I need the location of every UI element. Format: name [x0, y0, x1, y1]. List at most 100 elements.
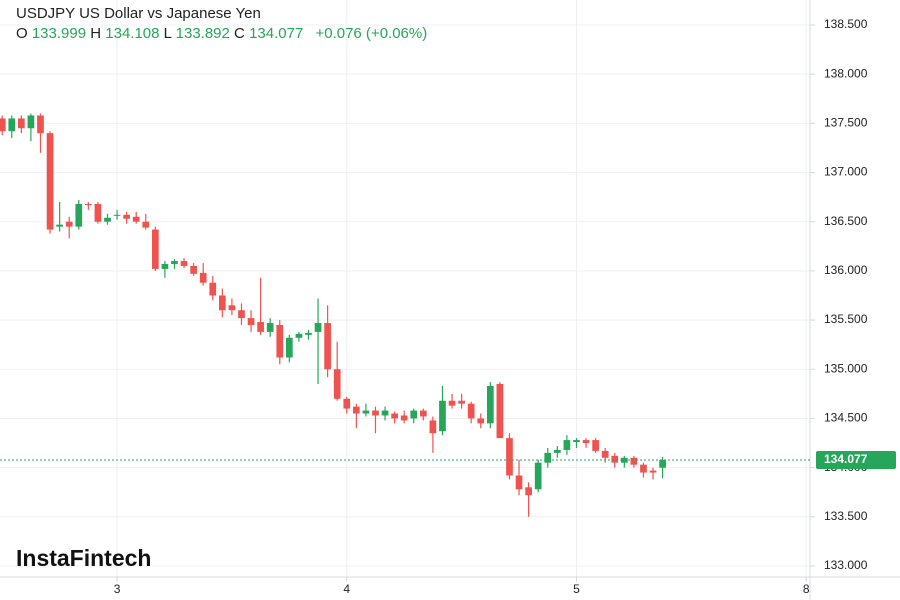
- candle-body: [199, 272, 207, 283]
- candle-body: [333, 369, 341, 399]
- candle-body: [151, 229, 159, 269]
- candle-body: [228, 305, 236, 311]
- candle-body: [573, 440, 580, 443]
- candle-body: [285, 337, 293, 358]
- candle-body: [314, 323, 322, 332]
- last-price-box: [816, 451, 896, 470]
- y-tick-label: 135.500: [824, 312, 868, 326]
- candle-body: [161, 264, 169, 269]
- candle-body: [486, 385, 494, 424]
- x-tick-label: 3: [114, 582, 121, 596]
- candle-body: [46, 133, 54, 230]
- candle-body: [391, 413, 398, 419]
- o-value: 133.999: [32, 25, 86, 42]
- candle-body: [113, 214, 121, 216]
- candle-body: [515, 475, 523, 490]
- candle-body: [84, 204, 92, 206]
- change: +0.076 (+0.06%): [315, 25, 427, 42]
- candle-body: [534, 462, 542, 490]
- h-value: 134.108: [105, 25, 159, 42]
- l-label: L: [164, 25, 172, 42]
- candle-body: [381, 410, 389, 416]
- watermark: InstaFintech: [16, 545, 151, 571]
- candle-body: [582, 440, 590, 444]
- y-tick-label: 136.500: [824, 214, 868, 228]
- candle-body: [266, 323, 274, 332]
- candle-body: [458, 400, 465, 404]
- candle-body: [305, 332, 312, 335]
- candle-body: [65, 221, 73, 227]
- candle-body: [17, 118, 25, 129]
- candle-body: [506, 438, 513, 476]
- candle-body: [439, 400, 446, 432]
- candle-body: [123, 214, 130, 219]
- candle-body: [8, 118, 16, 132]
- y-tick-label: 133.500: [824, 509, 868, 523]
- candle-body: [276, 324, 284, 358]
- candle-body: [659, 460, 666, 468]
- y-tick-label: 136.000: [824, 263, 868, 277]
- candle-body: [94, 204, 102, 222]
- grid: [0, 0, 810, 577]
- candle-body: [448, 400, 456, 406]
- candle-body: [525, 487, 532, 496]
- candle-body: [649, 470, 657, 473]
- x-tick-label: 5: [573, 582, 580, 596]
- candle-body: [238, 310, 245, 319]
- y-tick-label: 138.500: [824, 17, 868, 31]
- h-label: H: [90, 25, 101, 42]
- candle-body: [352, 406, 360, 414]
- y-tick-label: 138.000: [824, 66, 868, 80]
- last-price-label: 134.077: [824, 452, 868, 466]
- candle-body: [563, 440, 571, 450]
- y-tick-label: 135.000: [824, 361, 868, 375]
- candle-body: [343, 398, 351, 409]
- y-tick-label: 137.500: [824, 116, 868, 130]
- candle-body: [132, 216, 140, 222]
- candle-body: [640, 464, 647, 473]
- candle-body: [37, 115, 44, 134]
- y-tick-label: 133.000: [824, 558, 868, 572]
- candle-body: [180, 261, 188, 266]
- candle-body: [190, 265, 197, 274]
- candle-body: [209, 282, 217, 296]
- candle-body: [429, 420, 437, 434]
- c-value: 134.077: [249, 25, 303, 42]
- candle-body: [601, 450, 609, 458]
- candle-body: [611, 455, 619, 463]
- y-tick-label: 137.000: [824, 165, 868, 179]
- x-tick-label: 4: [343, 582, 350, 596]
- candle-body: [104, 217, 111, 222]
- candle-body: [171, 261, 178, 265]
- candle-body: [324, 323, 331, 370]
- candle-body: [630, 457, 638, 465]
- candle-body: [372, 410, 379, 416]
- candle-body: [544, 452, 552, 463]
- chart-title: USDJPY US Dollar vs Japanese Yen: [16, 5, 261, 22]
- candle-body: [247, 318, 255, 325]
- c-label: C: [234, 25, 245, 42]
- l-value: 133.892: [176, 25, 230, 42]
- o-label: O: [16, 25, 28, 42]
- candle-body: [27, 115, 35, 129]
- candle-body: [75, 204, 83, 227]
- y-tick-label: 134.500: [824, 411, 868, 425]
- candle-body: [467, 403, 475, 419]
- candle-body: [218, 295, 226, 311]
- candle-body: [592, 440, 599, 451]
- candle-body: [257, 322, 264, 332]
- candle-body: [0, 118, 6, 132]
- candle-body: [142, 221, 150, 228]
- candle-body: [496, 384, 504, 439]
- x-tick-label: 8: [803, 582, 810, 596]
- ohlc-header: O 133.999 H 134.108 L 133.892 C 134.077 …: [16, 25, 427, 42]
- candle-body: [410, 410, 418, 419]
- candle-body: [419, 410, 427, 417]
- candle-body: [400, 415, 408, 421]
- candle-body: [553, 449, 561, 453]
- candle-body: [295, 333, 303, 338]
- candle-body: [477, 418, 485, 424]
- candles: [0, 113, 666, 517]
